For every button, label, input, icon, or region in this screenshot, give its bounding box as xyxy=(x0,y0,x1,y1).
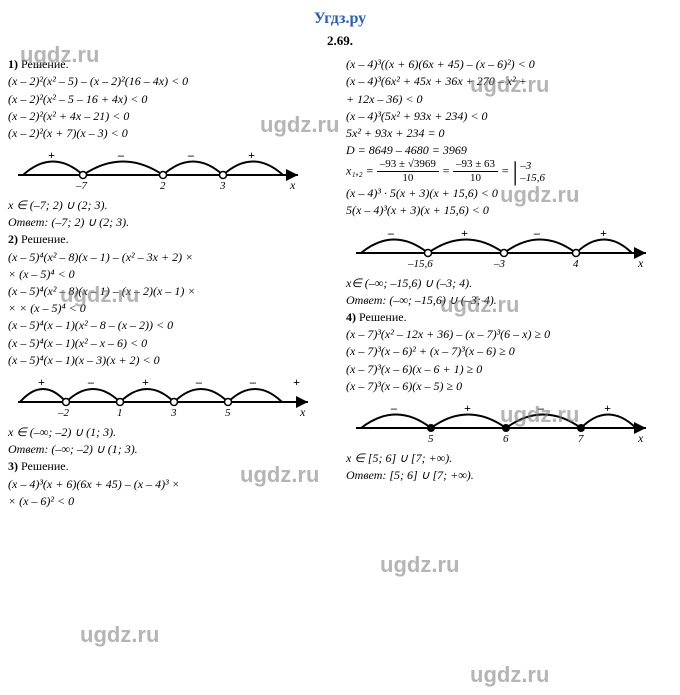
c2-l6: D = 8649 – 4680 = 3969 xyxy=(346,142,672,158)
p4-l4: (x – 7)³(x – 6)(x – 5) ≥ 0 xyxy=(346,378,672,394)
watermark-text: ugdz.ru xyxy=(80,620,159,650)
p2-l2: × (x – 5)⁴ < 0 xyxy=(8,266,334,282)
p1-l1: (x – 2)²(x² – 5) – (x – 2)²(16 – 4x) < 0 xyxy=(8,73,334,89)
p1-number-line: + – – + –7 2 3 x xyxy=(8,143,308,193)
root-lhs: x₁,₂ = xyxy=(346,164,374,178)
svg-text:2: 2 xyxy=(160,180,166,192)
svg-text:–3: –3 xyxy=(493,258,506,270)
c2-l2: (x – 4)³(6x² + 45x + 36x + 270 – x² + xyxy=(346,73,672,89)
p2-l3: (x – 5)⁴(x² – 8)(x – 1) – (x – 2)(x – 1)… xyxy=(8,283,334,299)
svg-text:–: – xyxy=(390,401,397,415)
root-frac2: –93 ± 6310 xyxy=(453,159,498,184)
svg-text:–: – xyxy=(387,226,394,240)
p1-l3: (x – 2)²(x² + 4x – 21) < 0 xyxy=(8,108,334,124)
p1-label: Решение. xyxy=(21,57,69,71)
p2-l6: (x – 5)⁴(x – 1)(x² – x – 6) < 0 xyxy=(8,335,334,351)
svg-text:x: x xyxy=(637,256,644,270)
content-columns: 1) Решение. (x – 2)²(x² – 5) – (x – 2)²(… xyxy=(8,55,672,510)
svg-text:4: 4 xyxy=(573,258,579,270)
left-column: 1) Решение. (x – 2)²(x² – 5) – (x – 2)²(… xyxy=(8,55,334,510)
p4-l3: (x – 7)³(x – 6)(x – 6 + 1) ≥ 0 xyxy=(346,361,672,377)
p3-label: Решение. xyxy=(21,459,69,473)
p1-l2: (x – 2)²(x² – 5 – 16 + 4x) < 0 xyxy=(8,91,334,107)
p1-ans2: Ответ: (–7; 2) ∪ (2; 3). xyxy=(8,214,334,230)
svg-text:+: + xyxy=(38,375,45,389)
svg-text:–: – xyxy=(87,375,94,389)
p3-l1: (x – 4)³(x + 6)(6x + 45) – (x – 4)³ × xyxy=(8,476,334,492)
svg-text:+: + xyxy=(604,401,611,415)
c2-l1: (x – 4)³((x + 6)(6x + 45) – (x – 6)²) < … xyxy=(346,56,672,72)
p4-l2: (x – 7)³(x – 6)² + (x – 7)³(x – 6) ≥ 0 xyxy=(346,343,672,359)
svg-text:3: 3 xyxy=(219,180,226,192)
site-header: Угдз.ру xyxy=(8,8,672,30)
svg-text:–: – xyxy=(195,375,202,389)
c2-roots: x₁,₂ = –93 ± √396910 = –93 ± 6310 =|–3–1… xyxy=(346,159,672,184)
right-column: (x – 4)³((x + 6)(6x + 45) – (x – 6)²) < … xyxy=(346,55,672,510)
svg-text:–: – xyxy=(249,375,256,389)
p2-num: 2) xyxy=(8,232,18,246)
p4-ans2: Ответ: [5; 6] ∪ [7; +∞). xyxy=(346,467,672,483)
p4-l1: (x – 7)³(x² – 12x + 36) – (x – 7)³(6 – x… xyxy=(346,326,672,342)
svg-text:x: x xyxy=(637,431,644,445)
root-results: –3–15,6 xyxy=(520,160,545,184)
svg-text:+: + xyxy=(461,226,468,240)
p3-number-line: – + – + –15,6 –3 4 x xyxy=(346,221,656,271)
svg-text:3: 3 xyxy=(170,407,177,419)
svg-text:–15,6: –15,6 xyxy=(407,258,433,270)
svg-text:–: – xyxy=(117,148,124,162)
p2-ans1: x ∈ (–∞; –2) ∪ (1; 3). xyxy=(8,424,334,440)
p1-num: 1) xyxy=(8,57,18,71)
p1-l4: (x – 2)²(x + 7)(x – 3) < 0 xyxy=(8,125,334,141)
svg-text:+: + xyxy=(293,375,300,389)
p3-num: 3) xyxy=(8,459,18,473)
watermark-text: ugdz.ru xyxy=(380,550,459,580)
svg-text:–: – xyxy=(537,401,544,415)
p2-l7: (x – 5)⁴(x – 1)(x – 3)(x + 2) < 0 xyxy=(8,352,334,368)
c2-l4: (x – 4)³(5x² + 93x + 234) < 0 xyxy=(346,108,672,124)
svg-text:+: + xyxy=(48,148,55,162)
svg-text:–: – xyxy=(533,226,540,240)
svg-text:+: + xyxy=(248,148,255,162)
svg-text:x: x xyxy=(289,178,296,192)
c2-l3: + 12x – 36) < 0 xyxy=(346,91,672,107)
svg-text:6: 6 xyxy=(503,433,509,445)
p2-ans2: Ответ: (–∞; –2) ∪ (1; 3). xyxy=(8,441,334,457)
p2-l5: (x – 5)⁴(x – 1)(x² – 8 – (x – 2)) < 0 xyxy=(8,317,334,333)
svg-text:–7: –7 xyxy=(75,180,88,192)
p2-number-line: + – + – – + –2 1 3 5 x xyxy=(8,370,318,420)
p4-label: Решение. xyxy=(359,310,407,324)
svg-text:+: + xyxy=(142,375,149,389)
svg-text:+: + xyxy=(600,226,607,240)
svg-text:1: 1 xyxy=(117,407,123,419)
root-frac1: –93 ± √396910 xyxy=(377,159,439,184)
p2-l4: × × (x – 5)⁴ < 0 xyxy=(8,300,334,316)
c2-l8: (x – 4)³ · 5(x + 3)(x + 15,6) < 0 xyxy=(346,185,672,201)
svg-text:–: – xyxy=(187,148,194,162)
watermark-text: ugdz.ru xyxy=(470,660,549,690)
p4-ans1: x ∈ [5; 6] ∪ [7; +∞). xyxy=(346,450,672,466)
c2-l9: 5(x – 4)³(x + 3)(x + 15,6) < 0 xyxy=(346,202,672,218)
svg-text:x: x xyxy=(299,405,306,419)
svg-text:7: 7 xyxy=(578,433,584,445)
p3-ans1: x∈ (–∞; –15,6) ∪ (–3; 4). xyxy=(346,275,672,291)
p4-num: 4) xyxy=(346,310,356,324)
section-number: 2.69. xyxy=(8,32,672,50)
p2-label: Решение. xyxy=(21,232,69,246)
p1-ans1: x ∈ (–7; 2) ∪ (2; 3). xyxy=(8,197,334,213)
p4-number-line: – + – + 5 6 7 x xyxy=(346,396,656,446)
svg-text:–2: –2 xyxy=(57,407,70,419)
p3-ans2: Ответ: (–∞; –15,6) ∪ (–3; 4). xyxy=(346,292,672,308)
c2-l5: 5x² + 93x + 234 = 0 xyxy=(346,125,672,141)
svg-text:+: + xyxy=(464,401,471,415)
p2-l1: (x – 5)⁴(x² – 8)(x – 1) – (x² – 3x + 2) … xyxy=(8,249,334,265)
p3-l2: × (x – 6)² < 0 xyxy=(8,493,334,509)
svg-text:5: 5 xyxy=(428,433,434,445)
svg-text:5: 5 xyxy=(225,407,231,419)
